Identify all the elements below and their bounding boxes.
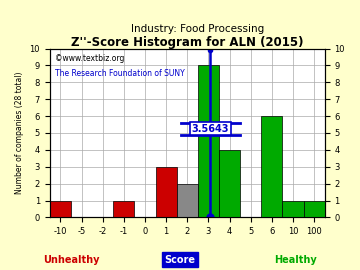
- Bar: [261, 116, 283, 217]
- Text: The Research Foundation of SUNY: The Research Foundation of SUNY: [55, 69, 185, 78]
- Bar: [303, 201, 325, 217]
- Title: Z''-Score Histogram for ALN (2015): Z''-Score Histogram for ALN (2015): [71, 36, 303, 49]
- Text: Industry: Food Processing: Industry: Food Processing: [131, 24, 265, 34]
- Bar: [177, 184, 198, 217]
- Bar: [198, 66, 219, 217]
- Bar: [156, 167, 177, 217]
- Bar: [219, 150, 240, 217]
- Text: 3.5643: 3.5643: [192, 124, 229, 134]
- Bar: [113, 201, 134, 217]
- Text: Score: Score: [165, 255, 195, 265]
- Text: Unhealthy: Unhealthy: [43, 255, 100, 265]
- Bar: [283, 201, 303, 217]
- Text: Healthy: Healthy: [274, 255, 317, 265]
- Y-axis label: Number of companies (28 total): Number of companies (28 total): [15, 72, 24, 194]
- Bar: [50, 201, 71, 217]
- Text: ©www.textbiz.org: ©www.textbiz.org: [55, 54, 125, 63]
